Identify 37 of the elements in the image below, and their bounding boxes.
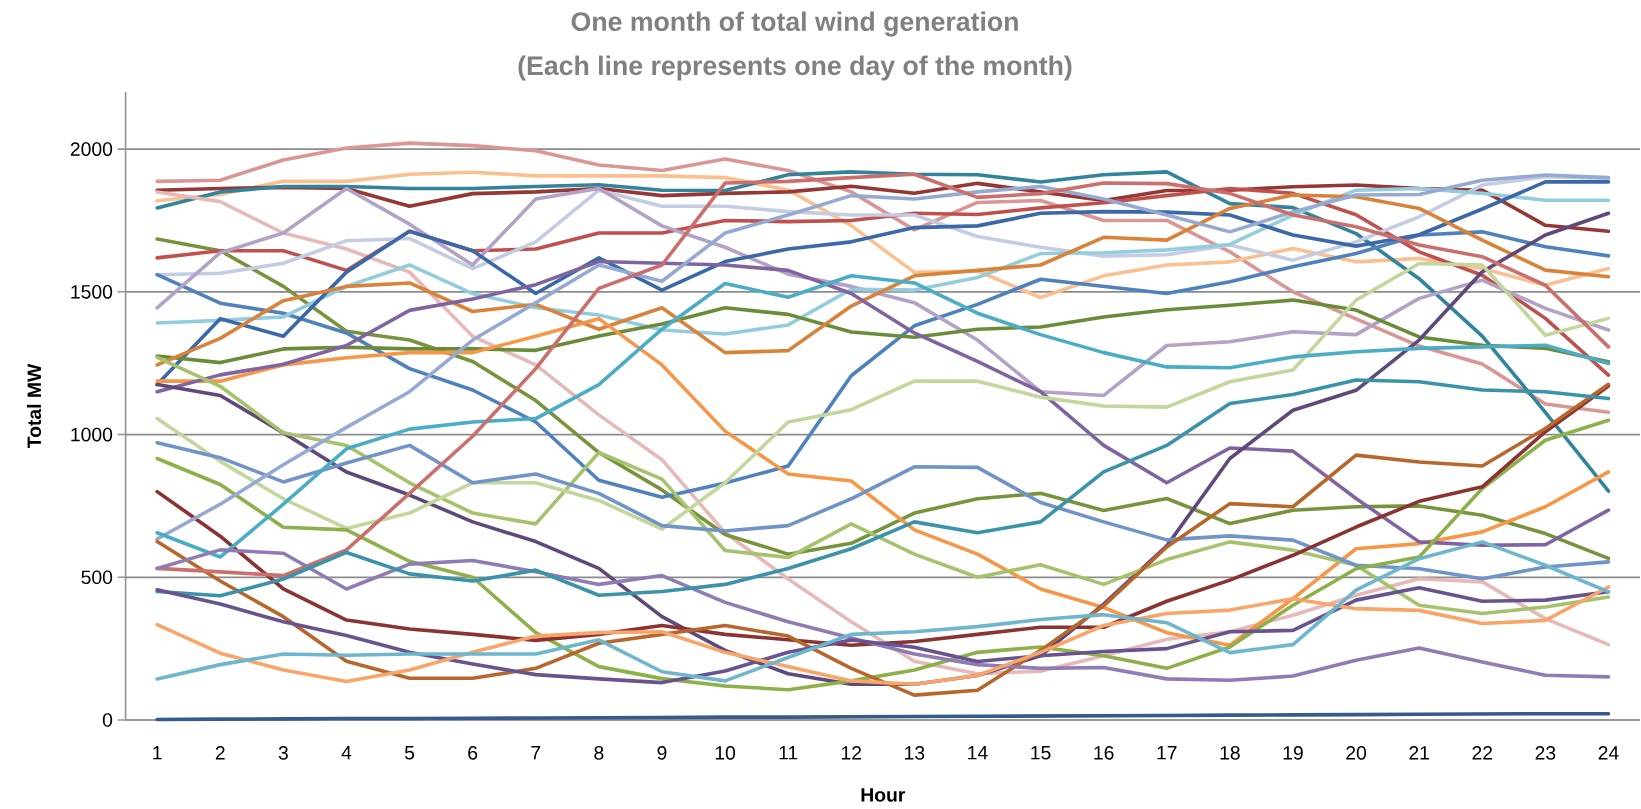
- x-tick-label: 2: [215, 746, 225, 760]
- y-tick-label: 500: [81, 570, 113, 585]
- x-tick-label: 16: [1094, 746, 1114, 760]
- x-tick-label: 23: [1535, 746, 1556, 760]
- x-tick-label: 19: [1283, 746, 1303, 760]
- line-series: [155, 378, 1611, 598]
- y-tick-label: 1500: [71, 284, 113, 299]
- y-tick-label: 1000: [71, 427, 113, 442]
- x-tick-label: 17: [1157, 746, 1177, 760]
- y-tick-label: 2000: [70, 142, 113, 156]
- x-tick-label: 18: [1220, 746, 1240, 760]
- x-tick-label: 5: [404, 746, 415, 760]
- x-tick-label: 1: [153, 746, 162, 760]
- x-tick-label: 24: [1598, 746, 1619, 760]
- line-series: [155, 316, 1611, 648]
- line-series: [155, 441, 1611, 581]
- x-tick-label: 10: [715, 746, 736, 760]
- x-tick-label: 8: [594, 746, 604, 760]
- x-tick-label: 7: [531, 746, 541, 760]
- x-tick-label: 22: [1472, 746, 1493, 760]
- chart-subtitle: (Each line represents one day of the month): [518, 55, 1072, 81]
- x-tick-label: 4: [341, 746, 352, 760]
- x-tick-label: 12: [841, 746, 862, 760]
- x-tick-label: 14: [968, 746, 988, 760]
- x-axis-title: Hour: [861, 788, 906, 802]
- x-tick-label: 15: [1031, 746, 1051, 760]
- chart-title: One month of total wind generation: [571, 11, 1018, 37]
- line-series: [155, 355, 1611, 616]
- y-axis-title: Total MW: [26, 363, 42, 449]
- x-tick-label: 20: [1346, 746, 1367, 760]
- x-tick-label: 6: [468, 746, 478, 760]
- x-tick-label: 11: [779, 746, 798, 760]
- x-tick-label: 3: [278, 746, 288, 760]
- x-tick-label: 9: [657, 746, 667, 760]
- y-tick-label: 0: [102, 713, 113, 727]
- x-tick-label: 13: [905, 746, 925, 760]
- x-tick-label: 21: [1409, 746, 1429, 760]
